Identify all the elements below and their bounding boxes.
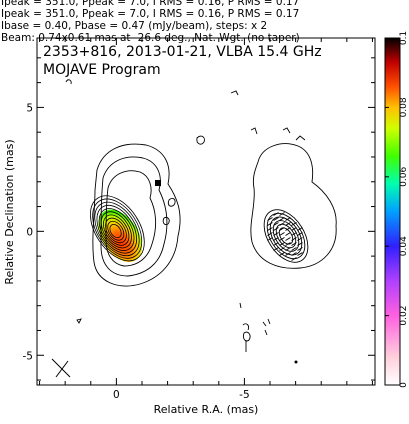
evpa-tick — [297, 247, 303, 251]
evpa-tick — [279, 212, 285, 216]
evpa-tick — [267, 232, 273, 236]
stokes-i-contour-level — [98, 208, 135, 251]
y-tick-label: 5 — [26, 102, 33, 114]
polarized-intensity-contour-level — [275, 223, 297, 249]
evpa-tick — [297, 227, 303, 231]
polarized-intensity-contour-level — [272, 220, 300, 252]
evpa-tick — [291, 257, 297, 261]
evpa-tick — [279, 242, 285, 246]
evpa-tick — [279, 247, 285, 251]
polarized-intensity-contour-level — [269, 216, 303, 256]
evpa-tick — [291, 247, 297, 251]
evpa-tick — [279, 252, 285, 256]
evpa-tick — [273, 242, 279, 246]
evpa-tick — [291, 252, 297, 256]
evpa-tick — [291, 242, 297, 246]
x-axis-label: Relative R.A. (mas) — [154, 403, 259, 416]
y-axis-label: Relative Declination (mas) — [3, 139, 16, 284]
evpa-tick — [291, 227, 297, 231]
evpa-tick — [273, 227, 279, 231]
colorbar-tick-label: 0.06 — [399, 167, 409, 187]
y-tick-label: 0 — [26, 226, 33, 238]
evpa-tick — [297, 232, 303, 236]
polarized-intensity-contour-level — [266, 212, 306, 260]
evpa-tick — [297, 252, 303, 256]
evpa-tick — [291, 222, 297, 226]
stokes-i-contour-level — [90, 195, 145, 262]
evpa-tick — [291, 237, 297, 241]
evpa-tick — [285, 227, 291, 231]
evpa-tick — [267, 237, 273, 241]
polarized-intensity-contour-level — [263, 209, 309, 263]
polarized-intensity-contour-level — [278, 227, 294, 245]
evpa-tick — [285, 237, 291, 241]
evpa-tick — [273, 217, 279, 221]
stokes-i-contours — [90, 195, 145, 262]
evpa-tick — [291, 232, 297, 236]
x-tick-label: 0 — [113, 389, 120, 401]
plot-frame — [36, 37, 376, 386]
polarization-contours — [250, 135, 337, 269]
colorbar-tick-label: 0.04 — [399, 236, 409, 256]
evpa-tick — [273, 232, 279, 236]
chart-subtitle: MOJAVE Program — [43, 62, 161, 78]
stokes-i-contour-level — [96, 204, 138, 254]
stokes-i-contour-level — [103, 214, 130, 246]
stokes-i-contour-level — [92, 198, 143, 259]
stokes-i-contour-level — [94, 201, 140, 257]
header-peak-line: Ipeak = 351.0, Ppeak = 7.0, I RMS = 0.16… — [1, 0, 300, 8]
evpa-tick — [273, 247, 279, 251]
evpa-tick — [267, 217, 273, 221]
evpa-ticks — [267, 212, 303, 261]
stokes-i-contour-level — [109, 224, 122, 239]
evpa-tick — [297, 242, 303, 246]
colorbar-tick-label: 0.08 — [399, 97, 409, 117]
evpa-tick — [267, 222, 273, 226]
beam-symbol — [51, 358, 71, 378]
evpa-tick — [279, 222, 285, 226]
evpa-tick — [279, 227, 285, 231]
x-tick-label: -5 — [239, 389, 249, 401]
evpa-tick — [285, 247, 291, 251]
evpa-tick — [279, 232, 285, 236]
colorbar — [384, 37, 401, 386]
stokes-i-contour-level — [107, 220, 125, 241]
chart-title: 2353+816, 2013-01-21, VLBA 15.4 GHz — [43, 44, 322, 60]
evpa-tick — [285, 252, 291, 256]
axis-ticks: 0 -5 5 0 -5 — [23, 38, 375, 401]
noise-dot — [294, 360, 298, 364]
stokes-i-contour-level — [105, 217, 127, 244]
colorbar-tick-label: 0 — [399, 382, 409, 388]
header-base-line: Ipeak = 351.0, Ppeak = 7.0, I RMS = 0.16… — [1, 8, 300, 20]
evpa-tick — [273, 212, 279, 216]
evpa-tick — [285, 222, 291, 226]
y-tick-label: -5 — [23, 350, 33, 362]
evpa-tick — [279, 237, 285, 241]
colorbar-tick-label: 0.1 — [399, 31, 409, 45]
header-base-line-2: Ibase = 0.40, Pbase = 0.47 (mJy/beam), s… — [1, 20, 268, 32]
evpa-tick — [279, 217, 285, 221]
evpa-tick — [273, 222, 279, 226]
marker-square — [155, 180, 161, 186]
jet-contours — [92, 143, 181, 287]
evpa-tick — [267, 227, 273, 231]
evpa-tick — [297, 237, 303, 241]
colorbar-tick-label: 0.02 — [399, 306, 409, 326]
noise-contours — [65, 79, 291, 352]
evpa-tick — [285, 232, 291, 236]
colorbar-ticks: 0.1 0.08 0.06 0.04 0.02 0 — [385, 31, 409, 388]
evpa-tick — [285, 217, 291, 221]
evpa-tick — [273, 237, 279, 241]
polarized-intensity-contours — [263, 209, 309, 263]
evpa-tick — [285, 242, 291, 246]
